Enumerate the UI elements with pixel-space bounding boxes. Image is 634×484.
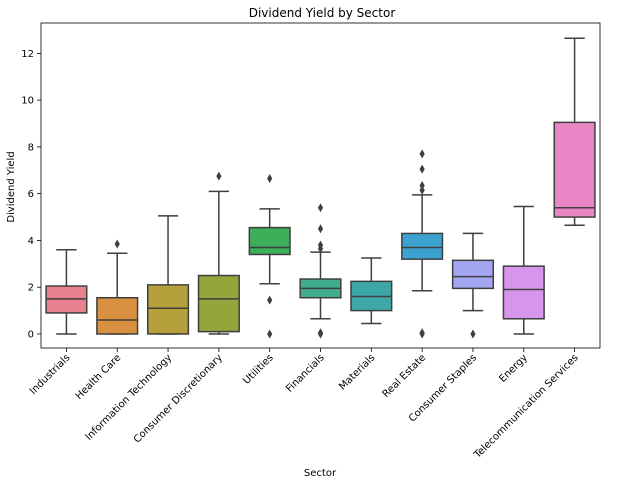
- y-tick-label: 6: [28, 189, 34, 200]
- y-tick-label: 8: [28, 142, 34, 153]
- box-10: [502, 205, 545, 335]
- y-tick-label: 2: [28, 283, 34, 294]
- chart-title: Dividend Yield by Sector: [249, 6, 396, 20]
- x-tick-label: Financials: [284, 352, 326, 394]
- box-8: [401, 149, 444, 339]
- box-9: [451, 232, 495, 339]
- x-tick-label: Information Technology: [84, 352, 175, 443]
- x-tick-label: Real Estate: [381, 352, 429, 400]
- outlier-point: [470, 329, 476, 339]
- outlier-point: [267, 173, 273, 183]
- outlier-point: [419, 149, 425, 159]
- iqr-box: [248, 226, 291, 256]
- x-tick-label: Health Care: [74, 352, 124, 402]
- box-6: [299, 203, 342, 339]
- box-2: [96, 239, 139, 335]
- outlier-point: [419, 329, 425, 339]
- y-axis: 0 2 4 6 8 10 12: [21, 49, 41, 340]
- iqr-box: [451, 259, 495, 290]
- box-4: [197, 171, 240, 335]
- y-tick-label: 10: [21, 96, 34, 107]
- outlier-point: [267, 295, 273, 305]
- outlier-point: [419, 181, 425, 190]
- iqr-box: [401, 232, 444, 260]
- y-tick-label: 4: [28, 236, 34, 247]
- outlier-point: [419, 185, 425, 195]
- box-5: [248, 173, 291, 339]
- iqr-box: [553, 121, 596, 218]
- x-tick-label: Industrials: [28, 352, 73, 397]
- x-tick-label: Utilities: [241, 352, 275, 386]
- outlier-point: [317, 329, 324, 339]
- iqr-box: [146, 284, 190, 335]
- x-tick-label: Telecommunication Services: [472, 352, 581, 461]
- box-1: [45, 249, 88, 335]
- outlier-point: [419, 164, 425, 174]
- x-tick-label: Materials: [337, 352, 377, 392]
- y-tick-label: 0: [28, 329, 34, 340]
- x-tick-label: Energy: [497, 352, 530, 385]
- outlier-point: [317, 224, 324, 234]
- outlier-point: [317, 203, 324, 213]
- x-axis-label: Sector: [304, 468, 337, 479]
- box-7: [350, 257, 393, 325]
- x-tick-label: Consumer Discretionary: [132, 352, 225, 445]
- iqr-box: [502, 265, 545, 320]
- outlier-point: [114, 239, 120, 249]
- plot-area: [40, 22, 601, 349]
- box-3: [146, 215, 190, 335]
- outlier-point: [216, 171, 222, 181]
- y-axis-label: Dividend Yield: [6, 151, 17, 222]
- iqr-box: [96, 296, 139, 335]
- iqr-box: [197, 274, 240, 333]
- outlier-point: [267, 329, 273, 339]
- y-tick-label: 12: [21, 49, 34, 60]
- box-11: [553, 37, 596, 226]
- outlier-point: [317, 244, 324, 254]
